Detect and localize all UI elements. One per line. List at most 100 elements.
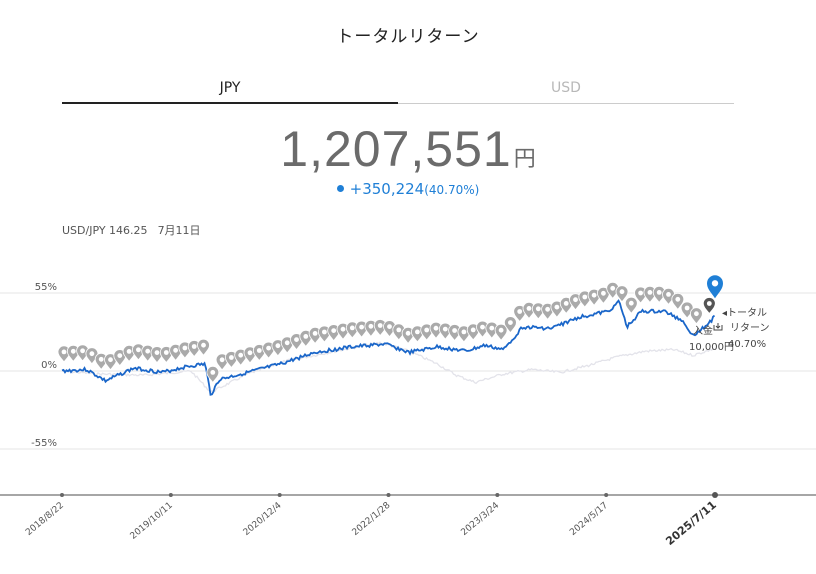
marker-hole [517, 309, 523, 314]
tab-jpy[interactable]: JPY [62, 80, 398, 104]
marker-hole [387, 324, 392, 329]
deposit-marker-icon [197, 338, 210, 356]
total-return-percent: 40.70% [728, 339, 766, 350]
deposit-amount: 10,000円 [689, 342, 734, 353]
marker-hole [554, 304, 560, 310]
change-value: +350,224 [349, 180, 425, 198]
deposit-marker-icon [280, 336, 294, 354]
tab-usd[interactable]: USD [398, 80, 734, 104]
x-tick-dot [386, 493, 391, 497]
marker-hole [480, 324, 485, 330]
marker-hole [89, 351, 95, 357]
total-return-label: ◂トータル [722, 307, 767, 319]
marker-hole [535, 306, 541, 312]
y-tick-label: -55% [31, 438, 57, 449]
x-tick-dot [604, 493, 609, 497]
deposit-marker-icon [615, 285, 629, 303]
marker-hole [359, 324, 364, 330]
marker-hole [136, 347, 141, 353]
marker-hole [163, 350, 169, 355]
marker-hole [284, 340, 290, 346]
marker-hole [173, 347, 178, 353]
deposit-marker-icon [559, 297, 573, 315]
marker-hole [219, 357, 225, 363]
marker-hole [229, 355, 234, 360]
marker-hole [424, 327, 430, 333]
marker-hole [266, 345, 271, 351]
marker-hole [238, 352, 244, 358]
x-tick-label: 2023/3/24 [459, 500, 501, 537]
x-axis: 2018/8/22 2019/10/11 2020/12/4 2022/1/28 202… [0, 492, 816, 548]
marker-hole [656, 290, 662, 295]
x-tick-label: 2024/5/17 [568, 501, 610, 538]
marker-hole [508, 320, 513, 325]
marker-hole [452, 328, 457, 333]
marker-hole [210, 370, 216, 375]
pin-hole [711, 280, 719, 287]
marker-hole [108, 357, 113, 363]
marker-hole [294, 337, 299, 342]
marker-hole [526, 306, 532, 311]
marker-hole [619, 289, 625, 295]
marker-hole [303, 334, 309, 339]
x-tick-label: 2018/8/22 [24, 501, 66, 538]
deposit-marker-icon [392, 323, 406, 341]
deposit-marker-icon [66, 344, 80, 362]
marker-hole [610, 285, 616, 291]
pin-body [707, 275, 723, 299]
latest-deposit-marker-icon [702, 297, 716, 315]
marker-hole [368, 323, 374, 329]
page-title: トータルリターン [336, 27, 480, 47]
marker-hole [70, 348, 76, 354]
x-tick-label: 2025/7/11 [663, 498, 719, 548]
deposit-marker-icon [634, 286, 647, 304]
deposit-marker-icon [364, 319, 378, 337]
deposit-marker-icon [550, 300, 564, 318]
deposit-marker-icon [290, 333, 303, 351]
marker-hole [675, 296, 681, 302]
marker-hole [498, 327, 504, 333]
deposit-marker-icon [624, 296, 638, 314]
marker-hole [684, 305, 690, 311]
marker-hole [628, 300, 634, 306]
y-tick-label: 55% [35, 282, 57, 293]
marker-hole [647, 290, 653, 295]
deposit-marker-icon [206, 366, 220, 384]
deposit-marker-icon [429, 321, 443, 339]
series-line [61, 299, 716, 396]
marker-hole [545, 306, 550, 312]
marker-hole [98, 356, 104, 362]
deposit-marker-icon [271, 339, 285, 357]
x-tick-label: 2019/10/11 [129, 501, 175, 542]
amount-unit: 円 [513, 147, 536, 172]
change-dot-icon [336, 185, 344, 192]
marker-hole [442, 326, 448, 332]
marker-hole [591, 292, 597, 298]
deposit-marker-icon [113, 349, 127, 367]
marker-hole [666, 292, 671, 297]
annotations: ◂トータルリターン 40.70% 入金 10,000円 [689, 307, 770, 353]
marker-hole [275, 343, 281, 349]
marker-hole [340, 326, 346, 332]
marker-hole [331, 328, 337, 333]
marker-hole [126, 349, 132, 354]
total-amount: 1,207,551円 [0, 120, 816, 178]
marker-hole [694, 311, 699, 317]
change-percent: (40.70%) [424, 183, 480, 197]
deposit-marker-icon [503, 316, 517, 334]
marker-hole [312, 331, 318, 336]
marker-hole [201, 342, 206, 348]
marker-hole [117, 353, 123, 358]
deposit-marker-icon [345, 321, 359, 339]
fx-date: 7月11日 [157, 224, 201, 237]
x-tick-dot [712, 492, 718, 498]
deposit-markers [57, 275, 723, 384]
grid-lines [0, 292, 816, 450]
amount-value: 1,207,551 [280, 121, 512, 177]
deposit-marker-icon [383, 320, 396, 338]
x-tick-dot [168, 493, 173, 497]
marker-hole [61, 349, 67, 355]
deposit-marker-icon [690, 307, 703, 325]
marker-hole [154, 350, 160, 355]
